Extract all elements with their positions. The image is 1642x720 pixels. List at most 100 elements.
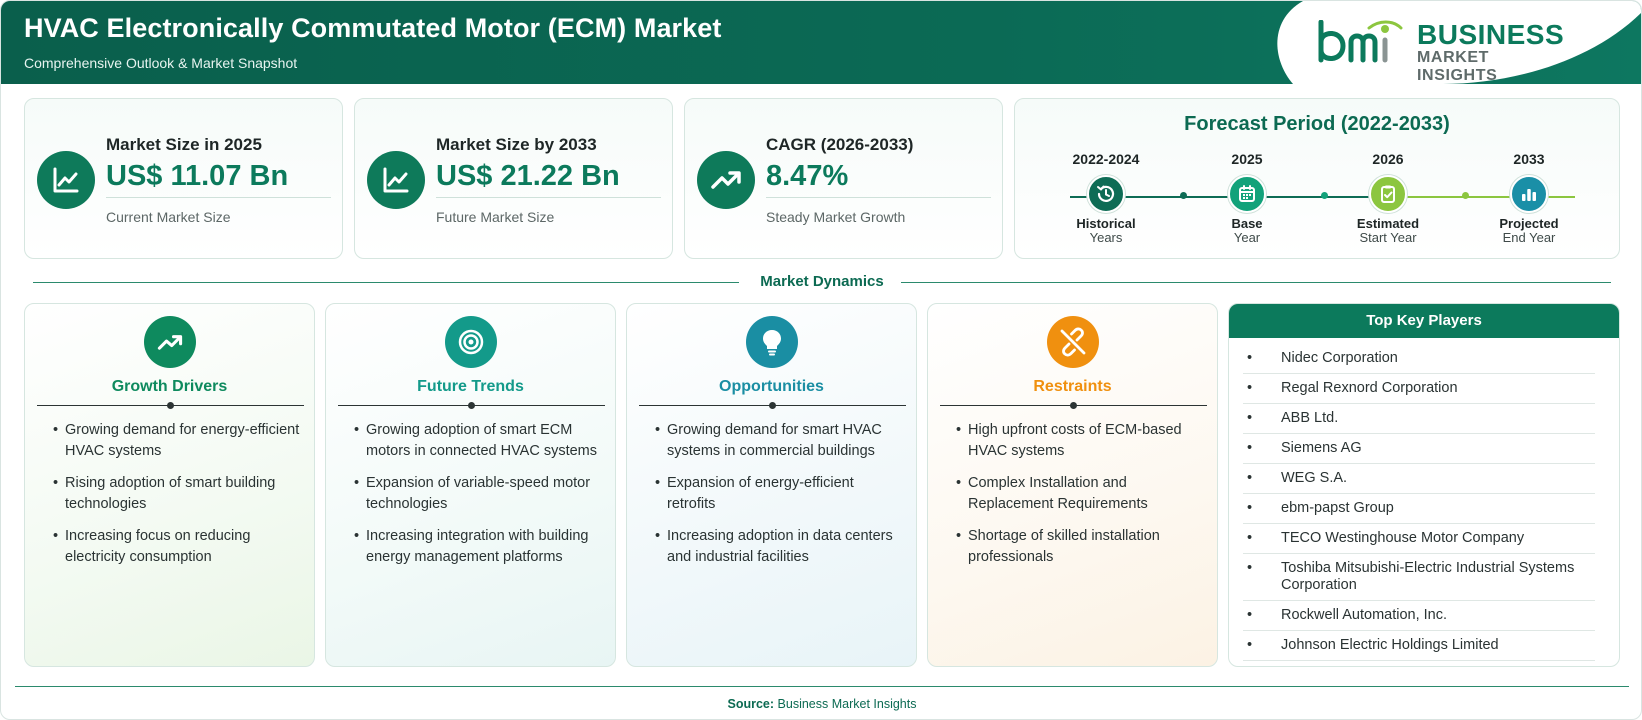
trend-up-icon xyxy=(697,151,755,209)
dynamics-card-opportunities: Opportunities Growing demand for smart H… xyxy=(626,303,917,667)
key-player-item: Johnson Electric Holdings Limited xyxy=(1243,631,1595,661)
footer-divider xyxy=(15,686,1629,687)
section-title-market-dynamics: Market Dynamics xyxy=(760,273,884,290)
timeline-dot xyxy=(1462,192,1469,199)
timeline-item-historical: 2022-2024 Historical Years xyxy=(1046,151,1166,245)
timeline-year: 2022-2024 xyxy=(1072,151,1140,167)
key-player-item: WEG S.A. xyxy=(1243,464,1595,494)
stat-divider xyxy=(766,197,991,198)
dynamics-list: Growing adoption of smart ECM motors in … xyxy=(354,420,604,579)
stat-description: Future Market Size xyxy=(436,209,555,225)
dynamics-list: Growing demand for energy-efficient HVAC… xyxy=(53,420,303,579)
stat-value: US$ 11.07 Bn xyxy=(106,160,289,192)
stat-label: Market Size in 2025 xyxy=(106,135,262,154)
timeline-sublabel: Years xyxy=(1089,230,1123,245)
key-player-item: Regal Rexnord Corporation xyxy=(1243,374,1595,404)
list-item: Shortage of skilled installation profess… xyxy=(956,526,1206,568)
stat-card-market-size-2025: Market Size in 2025 US$ 11.07 Bn Current… xyxy=(24,98,343,259)
timeline-item-base: 2025 Base Year xyxy=(1187,151,1307,245)
stat-divider xyxy=(106,197,331,198)
list-item: Increasing focus on reducing electricity… xyxy=(53,526,303,568)
timeline-year: 2025 xyxy=(1231,151,1263,167)
timeline-item-estimated: 2026 Estimated Start Year xyxy=(1328,151,1448,245)
calendar-icon xyxy=(1228,175,1266,213)
dynamics-card-growth-drivers: Growth Drivers Growing demand for energy… xyxy=(24,303,315,667)
key-players-title: Top Key Players xyxy=(1229,304,1619,338)
page-subtitle: Comprehensive Outlook & Market Snapshot xyxy=(24,55,298,71)
timeline-label: Estimated xyxy=(1356,216,1420,231)
dynamics-card-title: Future Trends xyxy=(417,378,524,395)
timeline-year: 2026 xyxy=(1372,151,1404,167)
timeline-year: 2033 xyxy=(1513,151,1545,167)
card-divider-dot xyxy=(167,402,174,409)
timeline-track xyxy=(1070,196,1575,198)
line-chart-icon xyxy=(367,151,425,209)
card-divider-dot xyxy=(769,402,776,409)
timeline-item-projected: 2033 Projected End Year xyxy=(1469,151,1589,245)
key-player-item: Toshiba Mitsubishi-Electric Industrial S… xyxy=(1243,554,1595,601)
list-item: Growing demand for smart HVAC systems in… xyxy=(655,420,905,462)
forecast-title: Forecast Period (2022-2033) xyxy=(1184,113,1450,135)
list-item: High upfront costs of ECM-based HVAC sys… xyxy=(956,420,1206,462)
list-item: Expansion of variable-speed motor techno… xyxy=(354,473,604,515)
list-item: Growing demand for energy-efficient HVAC… xyxy=(53,420,303,462)
stat-description: Steady Market Growth xyxy=(766,209,906,225)
timeline-label: Base xyxy=(1231,216,1263,231)
target-icon xyxy=(445,316,497,368)
header-banner: HVAC Electronically Commutated Motor (EC… xyxy=(1,1,1641,84)
source-value: Business Market Insights xyxy=(777,697,917,711)
timeline-dot xyxy=(1321,192,1328,199)
timeline-dot xyxy=(1180,192,1187,199)
timeline-label: Projected xyxy=(1499,216,1559,231)
card-divider-dot xyxy=(468,402,475,409)
stat-label: Market Size by 2033 xyxy=(436,135,597,154)
dynamics-card-restraints: Restraints High upfront costs of ECM-bas… xyxy=(927,303,1218,667)
forecast-period-card: Forecast Period (2022-2033) 2022-2024 Hi… xyxy=(1014,98,1620,259)
logo-text-market-insights: MARKET INSIGHTS xyxy=(1417,49,1498,84)
dynamics-list: Growing demand for smart HVAC systems in… xyxy=(655,420,905,579)
key-player-item: ABB Ltd. xyxy=(1243,404,1595,434)
broken-link-icon xyxy=(1047,316,1099,368)
dynamics-card-title: Growth Drivers xyxy=(111,378,228,395)
timeline-sublabel: Start Year xyxy=(1359,230,1417,245)
card-divider-dot xyxy=(1070,402,1077,409)
dynamics-card-future-trends: Future Trends Growing adoption of smart … xyxy=(325,303,616,667)
logo-background-shape xyxy=(1277,1,1641,84)
list-item: Complex Installation and Replacement Req… xyxy=(956,473,1206,515)
stat-value: US$ 21.22 Bn xyxy=(436,160,620,192)
timeline-sublabel: Year xyxy=(1233,230,1261,245)
trend-up-icon xyxy=(144,316,196,368)
list-item: Expansion of energy-efficient retrofits xyxy=(655,473,905,515)
timeline-sublabel: End Year xyxy=(1502,230,1556,245)
brand-logo: BUSINESS MARKET INSIGHTS xyxy=(1317,17,1567,84)
page-title: HVAC Electronically Commutated Motor (EC… xyxy=(24,13,722,43)
key-players-list: Nidec Corporation Regal Rexnord Corporat… xyxy=(1243,344,1595,661)
stat-label: CAGR (2026-2033) xyxy=(766,135,914,154)
list-item: Growing adoption of smart ECM motors in … xyxy=(354,420,604,462)
key-player-item: Rockwell Automation, Inc. xyxy=(1243,601,1595,631)
source-footer: Source: Business Market Insights xyxy=(1,697,1641,711)
list-item: Increasing integration with building ene… xyxy=(354,526,604,568)
key-players-card: Top Key Players Nidec Corporation Regal … xyxy=(1228,303,1620,667)
stat-card-cagr: CAGR (2026-2033) 8.47% Steady Market Gro… xyxy=(684,98,1003,259)
timeline-label: Historical xyxy=(1076,216,1136,231)
list-item: Increasing adoption in data centers and … xyxy=(655,526,905,568)
logo-text-business: BUSINESS xyxy=(1417,19,1565,50)
clipboard-check-icon xyxy=(1369,175,1407,213)
key-player-item: Siemens AG xyxy=(1243,434,1595,464)
key-player-item: Nidec Corporation xyxy=(1243,344,1595,374)
dynamics-list: High upfront costs of ECM-based HVAC sys… xyxy=(956,420,1206,579)
list-item: Rising adoption of smart building techno… xyxy=(53,473,303,515)
history-icon xyxy=(1087,175,1125,213)
bmi-logo-icon xyxy=(1318,20,1403,63)
dynamics-card-title: Opportunities xyxy=(719,378,824,395)
divider-left xyxy=(33,282,739,283)
line-chart-icon xyxy=(37,151,95,209)
lightbulb-icon xyxy=(746,316,798,368)
source-label: Source: xyxy=(727,697,775,711)
bar-chart-icon xyxy=(1510,175,1548,213)
dynamics-card-title: Restraints xyxy=(1033,378,1112,395)
divider-right xyxy=(901,282,1611,283)
key-player-item: ebm-papst Group xyxy=(1243,494,1595,524)
